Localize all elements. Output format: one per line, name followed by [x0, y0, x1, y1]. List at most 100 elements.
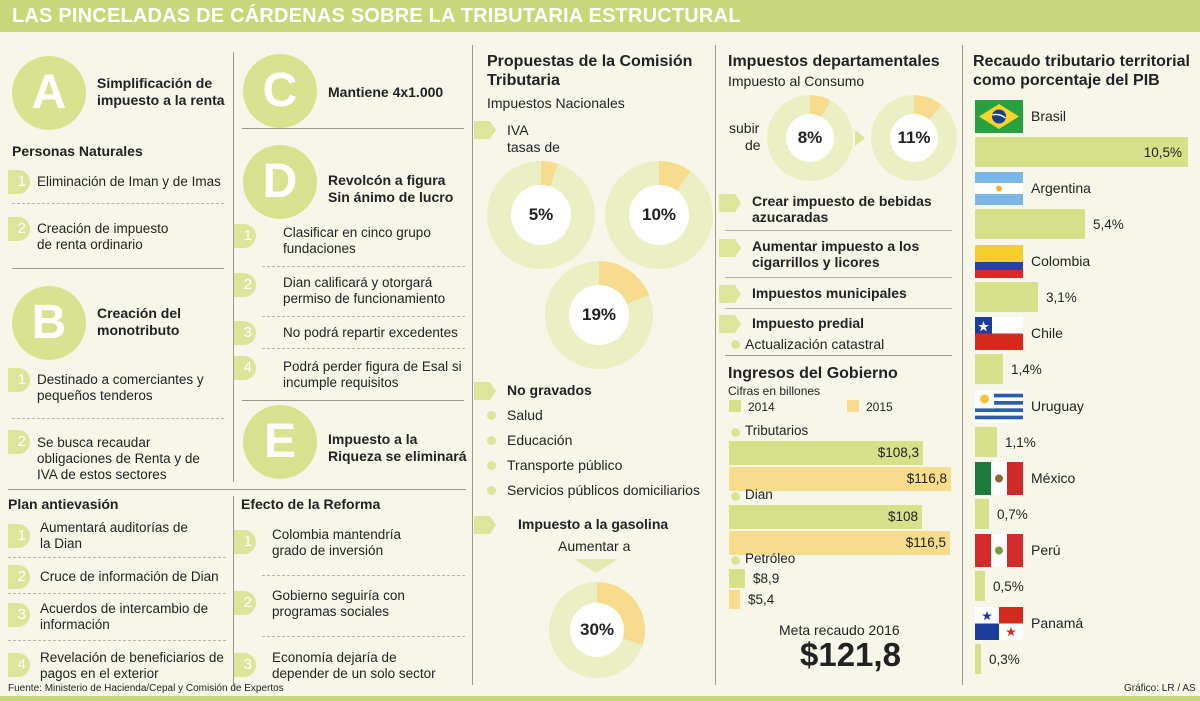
country-name: Panamá	[1031, 615, 1084, 631]
tasas-label: tasas de	[507, 139, 560, 155]
pib-bar-6	[975, 571, 985, 601]
country-name: Colombia	[1031, 253, 1091, 269]
list-item: Transporte público	[507, 457, 623, 473]
item-number: 2	[234, 591, 256, 615]
list-item: Colombia mantendría grado de inversión	[272, 527, 402, 558]
bullet-icon	[487, 411, 496, 420]
item-number: 1	[234, 224, 256, 248]
list-item: Impuesto predial	[752, 315, 865, 331]
pib-bar-1	[975, 209, 1085, 239]
section-d-title: Revolcón a figura Sin ánimo de lucro	[328, 172, 454, 205]
bullet-icon	[731, 340, 740, 349]
list-item: Creación de impuesto de renta ordinario	[37, 221, 169, 252]
divider	[725, 355, 952, 356]
credit-note: Gráfico: LR / AS	[1124, 683, 1196, 694]
divider	[242, 400, 464, 401]
dashed-divider	[262, 316, 465, 317]
pib-bar-3	[975, 354, 1003, 384]
argentina-flag-icon	[975, 172, 1023, 205]
dashed-divider	[12, 203, 224, 204]
title-bar: LAS PINCELADAS DE CÁRDENAS SOBRE LA TRIB…	[0, 0, 1200, 32]
country-name: Perú	[1031, 542, 1061, 558]
gasolina-title: Impuesto a la gasolina	[518, 516, 669, 532]
legend-2015-label: 2015	[866, 400, 893, 414]
arrow-tag-icon	[719, 315, 741, 333]
item-number: 2	[8, 430, 30, 454]
page-title: LAS PINCELADAS DE CÁRDENAS SOBRE LA TRIB…	[12, 5, 741, 27]
category-label: Petróleo	[745, 551, 796, 566]
list-item: Educación	[507, 432, 573, 448]
personas-naturales-label: Personas Naturales	[12, 143, 143, 159]
item-number: 1	[234, 530, 256, 554]
chile-flag-icon	[975, 317, 1023, 350]
donut-label: 19%	[569, 285, 629, 345]
arrow-tag-icon	[719, 285, 741, 303]
bar-2014-0	[729, 441, 923, 465]
divider	[962, 45, 963, 685]
divider	[12, 268, 224, 269]
bar-2014-1	[729, 505, 922, 529]
item-number: 3	[8, 603, 30, 627]
letter-b-circle: B	[12, 286, 86, 360]
bullet-icon	[487, 486, 496, 495]
iva-5-donut: 5%	[487, 161, 595, 269]
meta-value: $121,8	[800, 636, 901, 673]
cifras-label: Cifras en billones	[728, 384, 821, 398]
consumo-8-donut: 8%	[767, 95, 853, 181]
right-arrow-icon	[855, 130, 865, 146]
dashed-divider	[8, 557, 226, 558]
bar-2015-1	[729, 531, 950, 555]
bar-2014-2	[729, 569, 745, 588]
item-number: 2	[8, 217, 30, 241]
dashed-divider	[8, 593, 226, 594]
list-item: Eliminación de Iman y de Imas	[37, 174, 221, 189]
divider	[725, 308, 952, 309]
divider	[233, 52, 234, 482]
country-name: Chile	[1031, 325, 1063, 341]
consumo-11-donut: 11%	[871, 95, 957, 181]
item-number: 1	[8, 524, 30, 548]
category-label: Tributarios	[745, 423, 809, 438]
bullet-icon	[731, 428, 740, 437]
list-item: Impuestos municipales	[752, 285, 907, 301]
list-item: Gobierno seguiría con programas sociales	[272, 588, 405, 619]
item-number: 4	[234, 356, 256, 380]
list-item: Clasificar en cinco grupo fundaciones	[283, 225, 431, 256]
panama-flag-icon	[975, 607, 1023, 640]
divider	[725, 230, 952, 231]
section-c-title: Mantiene 4x1.000	[328, 84, 444, 100]
item-number: 1	[8, 368, 30, 392]
impuestos-nacionales-label: Impuestos Nacionales	[487, 95, 625, 111]
list-item: Servicios públicos domiciliarios	[507, 482, 700, 498]
list-item: Dian calificará y otorgará permiso de fu…	[283, 275, 446, 306]
iva-19-donut: 19%	[545, 261, 653, 369]
bullet-icon	[731, 556, 740, 565]
list-item: Podrá perder figura de Esal si incumple …	[283, 359, 462, 390]
donut-label: 30%	[570, 603, 624, 657]
letter-e-circle: E	[243, 405, 317, 479]
letter-c-circle: C	[243, 54, 317, 128]
pib-value-label: 10,5%	[1143, 145, 1182, 160]
item-number: 3	[234, 653, 256, 677]
item-number: 2	[234, 273, 256, 297]
arrow-tag-icon	[474, 121, 496, 139]
dashed-divider	[262, 575, 465, 576]
list-item: Aumentará auditorías de la Dian	[40, 520, 188, 551]
dashed-divider	[8, 640, 226, 641]
source-note: Fuente: Ministerio de Hacienda/Cepal y C…	[8, 683, 284, 694]
iva-10-donut: 10%	[605, 161, 713, 269]
uruguay-flag-icon	[975, 390, 1023, 423]
bar-value-label: $116,5	[905, 535, 946, 550]
bar-value-label: $108	[887, 509, 918, 524]
category-label: Dian	[745, 487, 773, 502]
list-item: Aumentar impuesto a los cigarrillos y li…	[752, 238, 920, 270]
pib-value-label: 5,4%	[1093, 217, 1124, 232]
bullet-icon	[487, 461, 496, 470]
item-number: 2	[8, 565, 30, 589]
dashed-divider	[262, 636, 465, 637]
arrow-tag-icon	[474, 382, 496, 400]
propuestas-title: Propuestas de la Comisión Tributaria	[487, 53, 693, 89]
arrow-tag-icon	[719, 194, 741, 212]
impuesto-consumo-label: Impuesto al Consumo	[728, 73, 865, 89]
list-item: Se busca recaudar obligaciones de Renta …	[37, 435, 200, 482]
